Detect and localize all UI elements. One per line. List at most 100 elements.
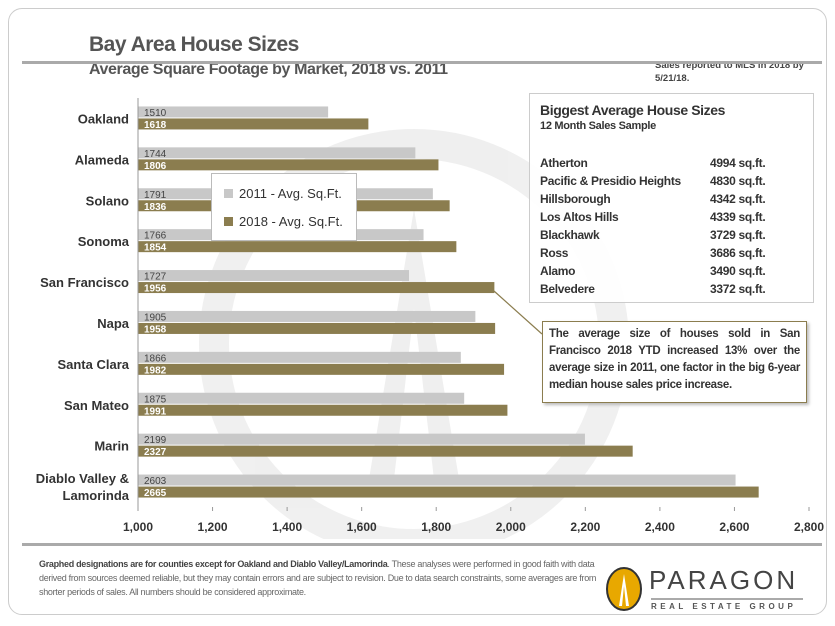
- data-label: 1875: [144, 394, 167, 405]
- data-label: 1866: [144, 353, 167, 364]
- data-label: 1956: [144, 284, 167, 295]
- data-label: 1510: [144, 108, 167, 119]
- bar-2018: [138, 159, 439, 171]
- table-row: Blackhawk 3729 sq.ft.: [540, 228, 800, 242]
- bar-2011: [138, 270, 410, 282]
- table-row: Ross 3686 sq.ft.: [540, 246, 800, 260]
- category-label: Santa Clara: [57, 357, 129, 372]
- x-tick-label: 2,400: [645, 520, 675, 534]
- row-market: Atherton: [540, 156, 588, 170]
- data-label: 1744: [144, 149, 167, 160]
- data-label: 1982: [144, 365, 167, 376]
- footer-disclaimer: Graphed designations are for counties ex…: [39, 557, 599, 599]
- category-label: Solano: [86, 193, 129, 208]
- category-label: Alameda: [75, 152, 130, 167]
- legend-label: 2011 - Avg. Sq.Ft.: [239, 186, 342, 201]
- x-tick-label: 1,000: [123, 520, 153, 534]
- row-market: Alamo: [540, 264, 576, 278]
- bar-2018: [138, 363, 505, 375]
- x-tick-label: 2,600: [719, 520, 749, 534]
- bar-2011: [138, 147, 416, 159]
- data-label: 1836: [144, 202, 167, 213]
- row-market: Hillsborough: [540, 192, 611, 206]
- data-label: 2665: [144, 488, 167, 499]
- x-tick-label: 2,200: [570, 520, 600, 534]
- category-label: San Mateo: [64, 398, 129, 413]
- row-value: 3686 sq.ft.: [710, 246, 766, 260]
- bar-2011: [138, 433, 585, 445]
- paragon-logo-icon: [606, 567, 642, 611]
- row-value: 4994 sq.ft.: [710, 156, 766, 170]
- data-label: 1991: [144, 406, 167, 417]
- bar-2011: [138, 106, 329, 118]
- legend-swatch: [224, 189, 233, 198]
- x-tick-label: 2,800: [794, 520, 824, 534]
- row-value: 3372 sq.ft.: [710, 282, 766, 296]
- category-label: Diablo Valley &: [36, 471, 129, 486]
- data-label: 1806: [144, 161, 167, 172]
- bar-2011: [138, 392, 465, 404]
- bar-2011: [138, 310, 476, 322]
- data-label: 2327: [144, 447, 167, 458]
- row-value: 4830 sq.ft.: [710, 174, 766, 188]
- data-label: 1958: [144, 324, 167, 335]
- row-value: 3490 sq.ft.: [710, 264, 766, 278]
- data-label: 2603: [144, 476, 167, 487]
- data-label: 2199: [144, 435, 167, 446]
- legend-swatch: [224, 217, 233, 226]
- table-row: Alamo 3490 sq.ft.: [540, 264, 800, 278]
- data-label: 1791: [144, 190, 167, 201]
- bar-2011: [138, 351, 461, 363]
- data-label: 1854: [144, 243, 167, 254]
- row-value: 3729 sq.ft.: [710, 228, 766, 242]
- table-row: Hillsborough 4342 sq.ft.: [540, 192, 800, 206]
- legend-label: 2018 - Avg. Sq.Ft.: [239, 214, 343, 229]
- table-row: Los Altos Hills 4339 sq.ft.: [540, 210, 800, 224]
- bar-2018: [138, 282, 495, 294]
- data-label: 1727: [144, 272, 167, 283]
- category-label: Sonoma: [78, 234, 130, 249]
- table-row: Belvedere 3372 sq.ft.: [540, 282, 800, 296]
- row-market: Belvedere: [540, 282, 595, 296]
- category-label: Lamorinda: [63, 488, 130, 503]
- x-tick-label: 1,600: [347, 520, 377, 534]
- callout-arrow: [493, 290, 543, 335]
- x-tick-label: 1,400: [272, 520, 302, 534]
- x-tick-label: 2,000: [496, 520, 526, 534]
- data-label: 1618: [144, 120, 167, 131]
- bar-2011: [138, 474, 736, 486]
- category-label: Napa: [97, 316, 130, 331]
- data-note: Sales reported to MLS in 2018 by 5/21/18…: [655, 60, 804, 84]
- row-value: 4339 sq.ft.: [710, 210, 766, 224]
- bar-2018: [138, 404, 508, 416]
- category-label: San Francisco: [40, 275, 129, 290]
- table-row: Atherton 4994 sq.ft.: [540, 156, 800, 170]
- page-title: Bay Area House Sizes: [89, 33, 299, 56]
- category-label: Marin: [94, 439, 129, 454]
- data-label: 1766: [144, 231, 167, 242]
- page-subtitle: Average Square Footage by Market, 2018 v…: [89, 61, 448, 78]
- row-market: Pacific & Presidio Heights: [540, 174, 681, 188]
- footer-text: . These analyses were performed in good …: [39, 559, 597, 597]
- biggest-sizes-table: Biggest Average House Sizes 12 Month Sal…: [529, 93, 814, 303]
- row-market: Ross: [540, 246, 569, 260]
- row-market: Los Altos Hills: [540, 210, 619, 224]
- brand-subtitle: REAL ESTATE GROUP: [651, 598, 803, 611]
- category-label: Oakland: [78, 111, 129, 126]
- top-divider: [22, 61, 822, 64]
- legend-item-2011: 2011 - Avg. Sq.Ft.: [224, 186, 342, 201]
- row-value: 4342 sq.ft.: [710, 192, 766, 206]
- x-tick-label: 1,800: [421, 520, 451, 534]
- bar-2018: [138, 445, 633, 457]
- table-row: Pacific & Presidio Heights 4830 sq.ft.: [540, 174, 800, 188]
- chart-frame: Bay Area House Sizes Average Square Foot…: [8, 8, 827, 615]
- legend-item-2018: 2018 - Avg. Sq.Ft.: [224, 214, 343, 229]
- legend: 2011 - Avg. Sq.Ft. 2018 - Avg. Sq.Ft.: [211, 173, 357, 241]
- bar-2018: [138, 322, 496, 334]
- bar-2018: [138, 118, 369, 130]
- x-tick-label: 1,200: [198, 520, 228, 534]
- table-title: Biggest Average House Sizes: [540, 102, 726, 118]
- brand-name: PARAGON: [649, 565, 799, 595]
- bar-2018: [138, 241, 457, 253]
- footer-bold: Graphed designations are for counties ex…: [39, 559, 388, 569]
